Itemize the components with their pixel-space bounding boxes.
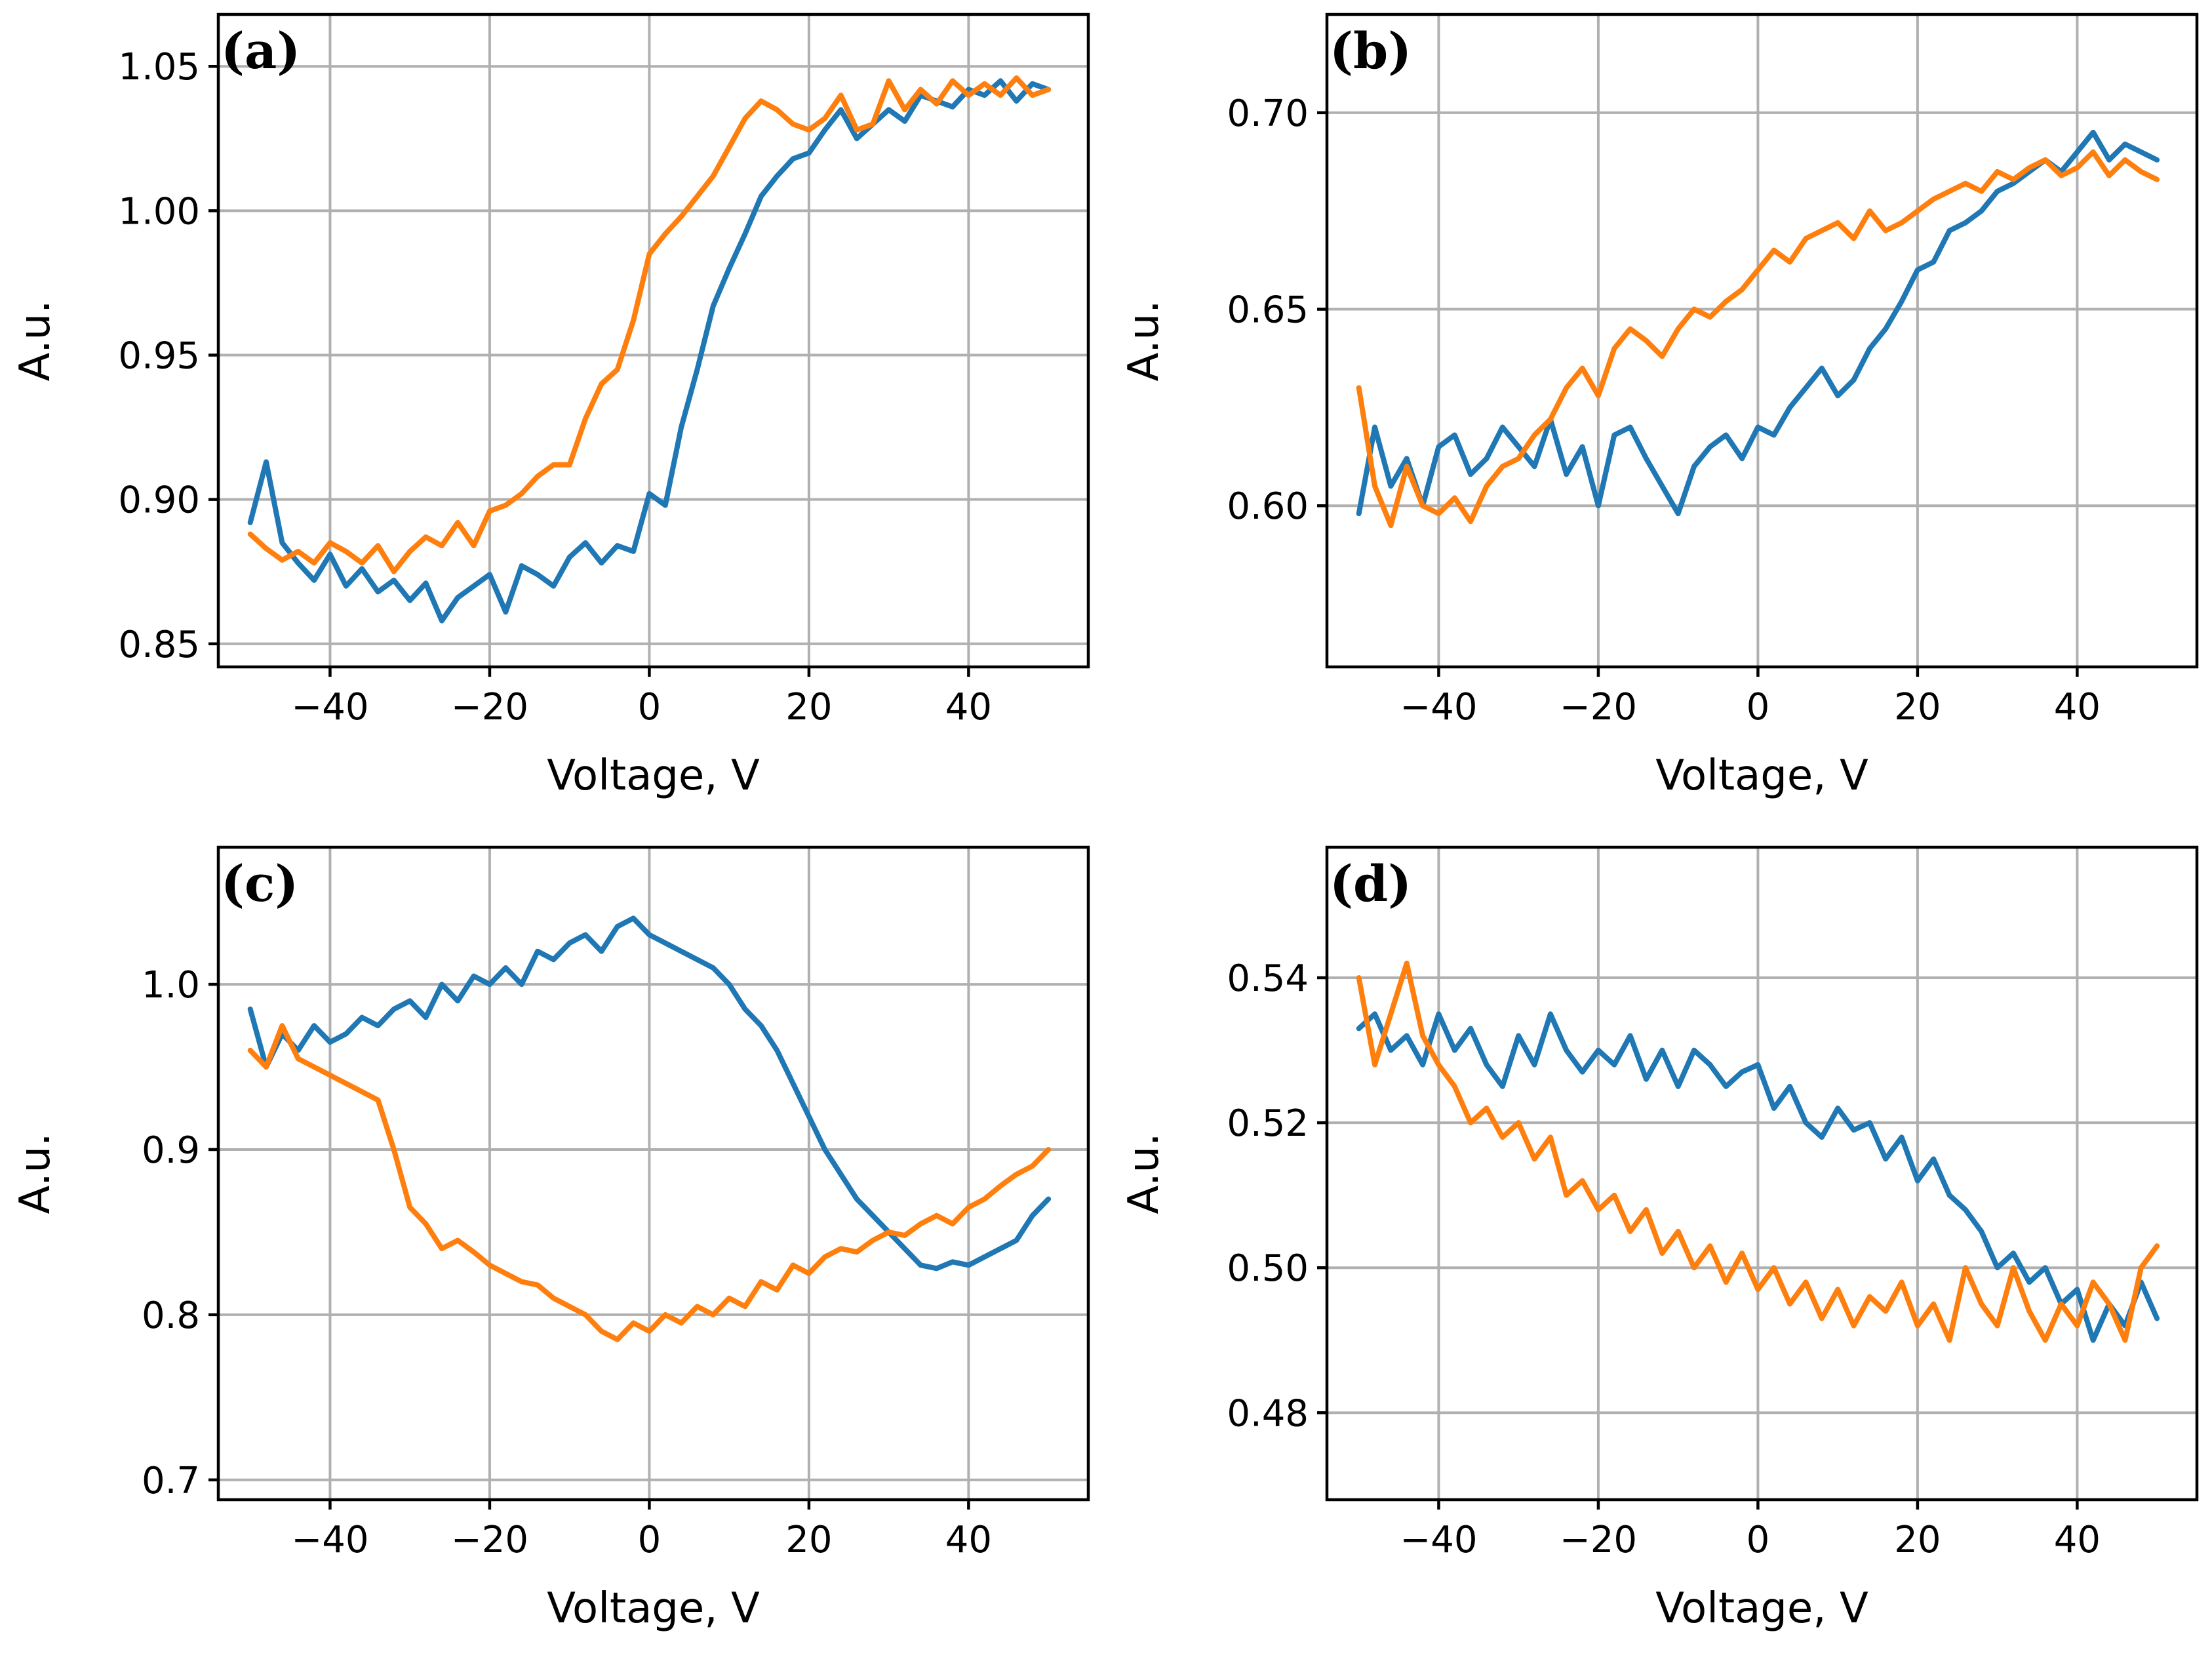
x-axis-label: Voltage, V xyxy=(1655,1584,1868,1633)
x-tick-label: 0 xyxy=(1747,1519,1770,1561)
x-tick-label: −40 xyxy=(291,1519,368,1561)
y-axis-label: A.u. xyxy=(11,300,60,382)
y-tick-label: 0.48 xyxy=(1227,1392,1309,1435)
x-tick-label: 20 xyxy=(1894,686,1941,729)
y-tick-label: 0.90 xyxy=(118,479,200,522)
x-tick-label: 20 xyxy=(785,1519,832,1561)
axes-frame xyxy=(216,12,1090,669)
x-tick-label: 0 xyxy=(638,1519,662,1561)
x-tick-label: −20 xyxy=(451,1519,528,1561)
chart-panel-4: −40 −20 0 20 40 0.48 0.50 0.52 0.54 Voltage, V A.u… xyxy=(1120,845,2199,1633)
y-tick-label: 0.8 xyxy=(142,1294,200,1337)
panel-label: (b) xyxy=(1330,22,1412,80)
y-axis-label: A.u. xyxy=(1120,1133,1168,1214)
y-axis-label: A.u. xyxy=(11,1133,60,1214)
y-tick-label: 0.7 xyxy=(142,1460,200,1502)
y-tick-label: 0.9 xyxy=(142,1129,200,1172)
x-tick-label: 40 xyxy=(2054,686,2101,729)
panel-label: (d) xyxy=(1330,854,1412,913)
y-tick-label: 0.52 xyxy=(1227,1102,1309,1145)
x-tick-label: −40 xyxy=(1400,686,1477,729)
data-line-series-2 xyxy=(1356,149,2160,529)
chart-panel-1: −40 −20 0 20 40 0.85 0.90 0.95 1.00 1.05 Voltage, … xyxy=(11,12,1090,800)
chart-panel-3: −40 −20 0 20 40 0.7 0.8 0.9 1.0 Voltage, V A.u. (c) xyxy=(11,845,1090,1633)
axes-frame xyxy=(1325,12,2199,669)
y-tick-label: 0.50 xyxy=(1227,1247,1309,1290)
data-line-series-2 xyxy=(247,75,1052,574)
x-tick-label: −40 xyxy=(1400,1519,1477,1561)
y-tick-label: 1.00 xyxy=(118,190,200,233)
x-axis-label: Voltage, V xyxy=(1655,751,1868,800)
x-tick-label: 40 xyxy=(2054,1519,2101,1561)
x-tick-label: 40 xyxy=(945,1519,992,1561)
x-tick-label: 20 xyxy=(1894,1519,1941,1561)
y-axis-label: A.u. xyxy=(1120,300,1168,382)
panel-label: (c) xyxy=(221,854,298,913)
data-line-series-2 xyxy=(1356,960,2160,1343)
y-tick-label: 0.85 xyxy=(118,624,200,666)
x-tick-label: −40 xyxy=(291,686,368,729)
axes-frame xyxy=(1325,845,2199,1502)
x-tick-label: −20 xyxy=(1560,1519,1637,1561)
y-tick-label: 0.70 xyxy=(1227,92,1309,135)
y-tick-label: 0.54 xyxy=(1227,957,1309,1000)
data-line-series-2 xyxy=(247,1023,1052,1342)
chart-panel-2: −40 −20 0 20 40 0.60 0.65 0.70 Voltage, V A.u. (b) xyxy=(1120,12,2199,800)
y-tick-label: 0.60 xyxy=(1227,485,1309,528)
data-line-series-1 xyxy=(247,78,1052,624)
x-tick-label: −20 xyxy=(1560,686,1637,729)
y-tick-label: 1.0 xyxy=(142,964,200,1007)
data-line-series-1 xyxy=(1356,1011,2160,1343)
axes-frame xyxy=(216,845,1090,1502)
x-tick-label: 0 xyxy=(1747,686,1770,729)
x-tick-label: 20 xyxy=(785,686,832,729)
data-line-series-1 xyxy=(247,915,1052,1272)
data-line-series-1 xyxy=(1356,129,2160,517)
panel-label: (a) xyxy=(221,22,300,80)
y-tick-label: 0.65 xyxy=(1227,289,1309,332)
x-tick-label: 0 xyxy=(638,686,662,729)
y-tick-label: 1.05 xyxy=(118,46,200,89)
x-axis-label: Voltage, V xyxy=(547,751,760,800)
y-tick-label: 0.95 xyxy=(118,335,200,378)
x-tick-label: −20 xyxy=(451,686,528,729)
x-tick-label: 40 xyxy=(945,686,992,729)
x-axis-label: Voltage, V xyxy=(547,1584,760,1633)
